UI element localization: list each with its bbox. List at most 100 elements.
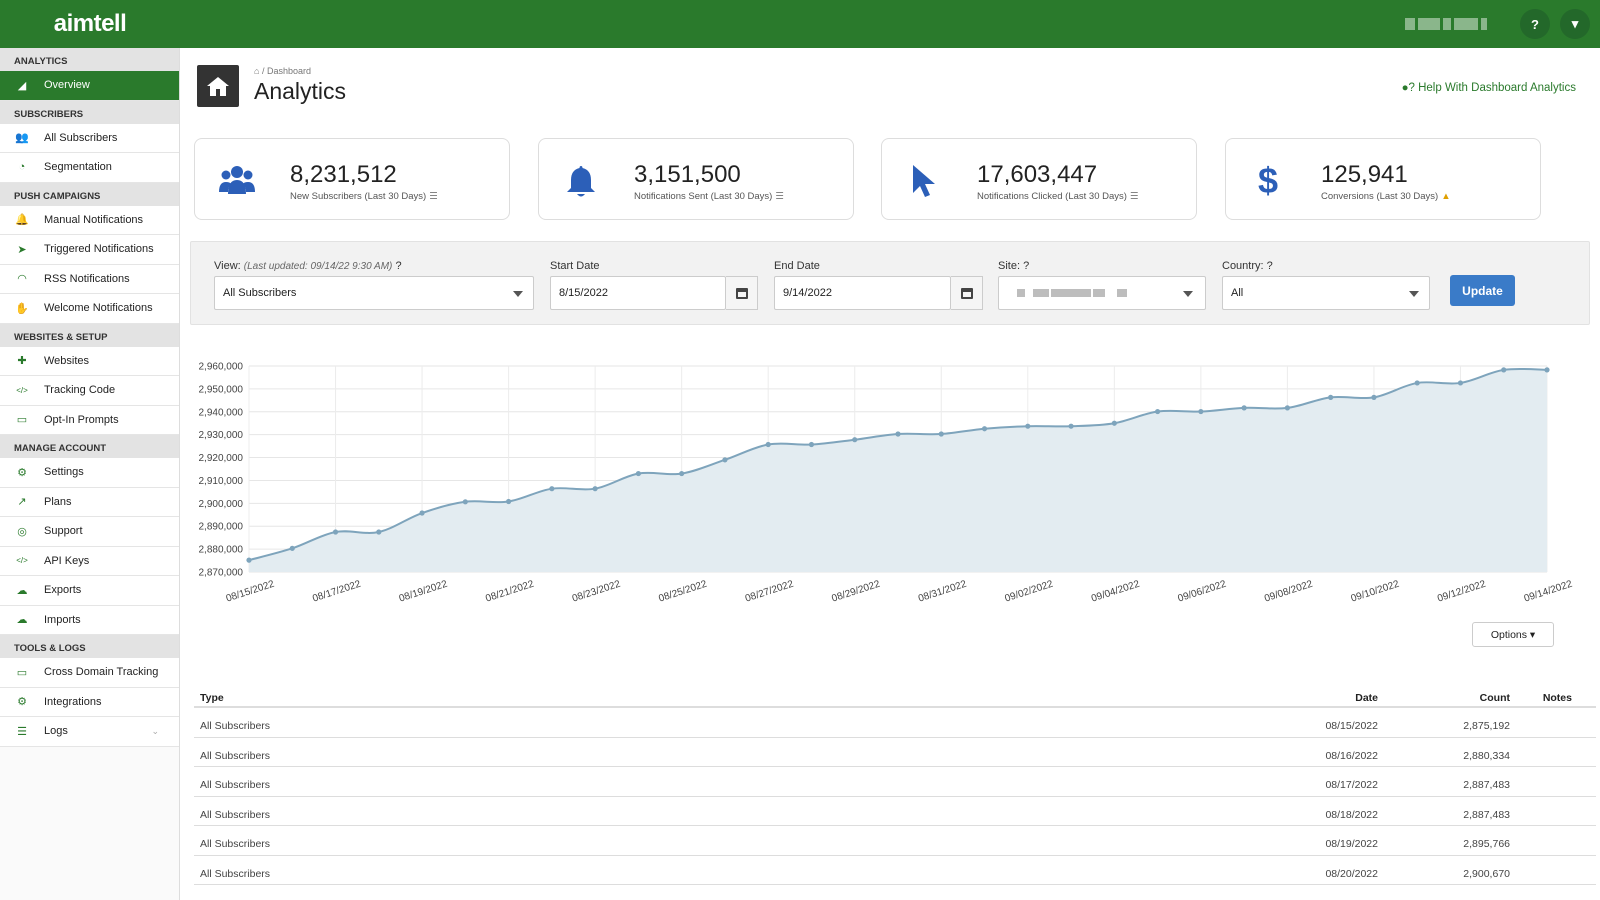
calendar-icon[interactable]: [726, 276, 758, 310]
sidebar-item-segmentation[interactable]: ◔ Segmentation: [0, 153, 179, 183]
sidebar-item-label: All Subscribers: [44, 131, 118, 144]
y-tick-label: 2,960,000: [199, 362, 244, 373]
top-navbar: aimtell ? ▾: [0, 0, 1600, 48]
brand-logo[interactable]: aimtell: [0, 0, 180, 48]
sidebar-item-settings[interactable]: ⚙ Settings: [0, 458, 179, 488]
view-select[interactable]: All Subscribers: [214, 276, 534, 310]
help-dashboard-link[interactable]: ●? Help With Dashboard Analytics: [1402, 82, 1576, 94]
sidebar-item-label: Tracking Code: [44, 384, 116, 397]
cell-type: All Subscribers: [200, 838, 271, 850]
sidebar-item-integrations[interactable]: ⚙ Integrations: [0, 687, 179, 717]
data-point: [1371, 394, 1377, 400]
sidebar-item-welcome-notifications[interactable]: ✋ Welcome Notifications: [0, 294, 179, 324]
y-tick-label: 2,930,000: [199, 430, 244, 441]
data-point: [1284, 405, 1290, 411]
calendar-icon[interactable]: [951, 276, 983, 310]
sidebar-item-exports[interactable]: ☁ Exports: [0, 576, 179, 606]
data-point: [722, 457, 728, 463]
users-icon: 👥: [15, 132, 29, 145]
sidebar-item-plans[interactable]: ↗ Plans: [0, 487, 179, 517]
hand-wave-icon: ✋: [15, 302, 29, 315]
cell-count: 2,887,483: [1463, 779, 1510, 791]
data-point: [808, 441, 815, 448]
data-point: [332, 529, 339, 535]
country-select[interactable]: All: [1222, 276, 1430, 310]
code-icon: </>: [16, 385, 28, 395]
x-tick-label: 08/21/2022: [484, 579, 535, 605]
sidebar-item-opt-in-prompts[interactable]: ▭ Opt-In Prompts: [0, 405, 179, 435]
cell-date: 08/15/2022: [1325, 720, 1378, 732]
data-point: [462, 499, 468, 505]
sidebar-item-websites[interactable]: ✚ Websites: [0, 346, 179, 376]
table-row[interactable]: All Subscribers 08/18/2022 2,887,483: [194, 797, 1596, 826]
question-circle-icon[interactable]: ?: [1023, 260, 1030, 272]
cell-date: 08/20/2022: [1325, 867, 1378, 880]
column-header-type[interactable]: Type: [200, 692, 224, 704]
x-tick-label: 08/29/2022: [830, 579, 881, 605]
sidebar-item-rss-notifications[interactable]: ◠ RSS Notifications: [0, 264, 179, 294]
sidebar-section-header: TOOLS & LOGS: [0, 635, 179, 658]
table-row[interactable]: All Subscribers 08/17/2022 2,887,483: [194, 767, 1596, 797]
sidebar-item-cross-domain-tracking[interactable]: ▭ Cross Domain Tracking: [0, 658, 179, 688]
sidebar-item-all-subscribers[interactable]: 👥 All Subscribers: [0, 123, 179, 153]
sidebar-item-label: API Keys: [44, 554, 90, 567]
table-row[interactable]: All Subscribers 08/20/2022 2,900,670: [194, 856, 1596, 885]
caret-down-icon: [1409, 291, 1419, 297]
sidebar-item-imports[interactable]: ☁ Imports: [0, 605, 179, 635]
data-point: [1501, 367, 1507, 373]
help-icon[interactable]: ?: [1520, 9, 1550, 39]
account-name-redacted[interactable]: [1405, 13, 1510, 35]
sidebar-item-overview[interactable]: ◢ Overview: [0, 71, 179, 101]
cell-type: All Subscribers: [200, 749, 271, 762]
sidebar-item-api-keys[interactable]: </> API Keys: [0, 546, 179, 576]
end-date-input[interactable]: 9/14/2022: [774, 276, 951, 310]
data-point: [1198, 408, 1204, 415]
list-icon[interactable]: ☰: [1129, 191, 1139, 202]
sidebar-item-tracking-code[interactable]: </> Tracking Code: [0, 376, 179, 406]
column-header-date[interactable]: Date: [1355, 692, 1378, 704]
x-tick-label: 08/23/2022: [571, 579, 622, 605]
sidebar-item-label: Triggered Notifications: [44, 243, 154, 256]
account-dropdown-icon[interactable]: ▾: [1560, 9, 1590, 39]
list-icon[interactable]: ☰: [429, 191, 438, 202]
site-select[interactable]: [998, 276, 1206, 310]
sidebar-section-header: ANALYTICS: [0, 48, 179, 71]
chevron-down-icon[interactable]: ⌄: [151, 725, 159, 736]
question-circle-icon: ●?: [1401, 82, 1415, 94]
series-area: [249, 368, 1547, 572]
puzzle-icon: ✚: [17, 355, 27, 368]
data-point: [549, 486, 555, 492]
breadcrumb-home-icon[interactable]: ⌂: [254, 66, 260, 76]
sidebar-item-logs[interactable]: ☰ Logs ⌄: [0, 717, 179, 747]
stat-value: 125,941: [1321, 161, 1408, 188]
table-row[interactable]: All Subscribers 08/16/2022 2,880,334: [194, 738, 1596, 767]
sidebar-section-header: MANAGE ACCOUNT: [0, 435, 179, 458]
stat-card-notifications-clicked: 17,603,447 Notifications Clicked (Last 3…: [881, 138, 1197, 220]
question-circle-icon[interactable]: ?: [1266, 260, 1273, 272]
breadcrumb-dashboard[interactable]: Dashboard: [266, 66, 311, 76]
data-point: [981, 426, 988, 432]
data-table: Type Date Count Notes All Subscribers 08/…: [194, 678, 1596, 885]
bell-icon: [561, 161, 601, 201]
sidebar-item-manual-notifications[interactable]: 🔔 Manual Notifications: [0, 205, 179, 235]
table-header-row: Type Date Count Notes: [194, 678, 1596, 708]
sidebar-item-triggered-notifications[interactable]: ➤ Triggered Notifications: [0, 235, 179, 265]
column-header-count[interactable]: Count: [1479, 692, 1510, 704]
question-circle-icon[interactable]: ?: [395, 260, 402, 272]
sidebar-item-support[interactable]: ◎ Support: [0, 517, 179, 547]
start-date-input[interactable]: 8/15/2022: [550, 276, 726, 310]
column-header-notes[interactable]: Notes: [1542, 692, 1572, 704]
update-button[interactable]: Update: [1450, 275, 1515, 306]
warning-icon[interactable]: ▲: [1441, 191, 1451, 202]
options-dropdown-button[interactable]: Options ▾: [1472, 622, 1554, 647]
x-tick-label: 08/31/2022: [917, 579, 968, 605]
list-icon[interactable]: ☰: [775, 191, 784, 202]
table-row[interactable]: All Subscribers 08/15/2022 2,875,192: [194, 708, 1596, 738]
data-point: [419, 510, 425, 516]
cell-date: 08/18/2022: [1325, 808, 1378, 821]
cell-date: 08/17/2022: [1325, 779, 1378, 791]
stat-label: Notifications Sent (Last 30 Days) ☰: [634, 191, 784, 202]
gear-icon: ⚙: [17, 696, 27, 709]
table-row[interactable]: All Subscribers 08/19/2022 2,895,766: [194, 826, 1596, 856]
data-point: [592, 486, 598, 492]
